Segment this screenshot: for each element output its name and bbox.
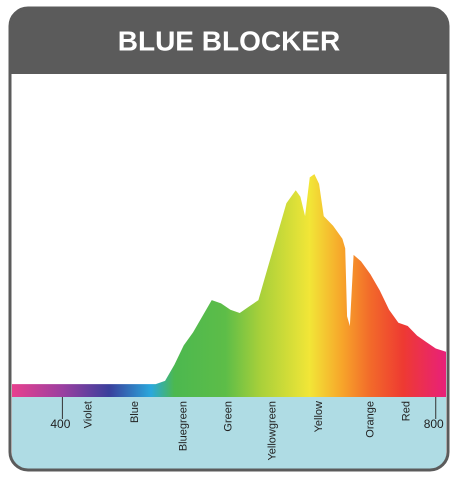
- axis-strip: [12, 397, 446, 470]
- band-label: Yellowgreen: [266, 401, 278, 461]
- panel-border: [8, 6, 450, 472]
- band-label: Bluegreen: [178, 401, 190, 451]
- band-label: Violet: [82, 401, 94, 428]
- band-label: Orange: [364, 401, 376, 438]
- chart-title: BLUE BLOCKER: [118, 25, 340, 56]
- plot-area: 400 800 Violet Blue Bluegreen Green Yellowgree…: [12, 174, 446, 461]
- band-label: Blue: [129, 401, 141, 423]
- x-tick-label: 400: [50, 417, 70, 431]
- band-label: Green: [222, 401, 234, 432]
- panel: 400 800 Violet Blue Bluegreen Green Yellowgree…: [10, 8, 448, 470]
- band-label: Red: [401, 401, 413, 421]
- spectrum-area: [12, 174, 446, 397]
- x-tick-label: 800: [424, 417, 444, 431]
- title-bar: [10, 8, 448, 74]
- band-label: Yellow: [313, 401, 325, 432]
